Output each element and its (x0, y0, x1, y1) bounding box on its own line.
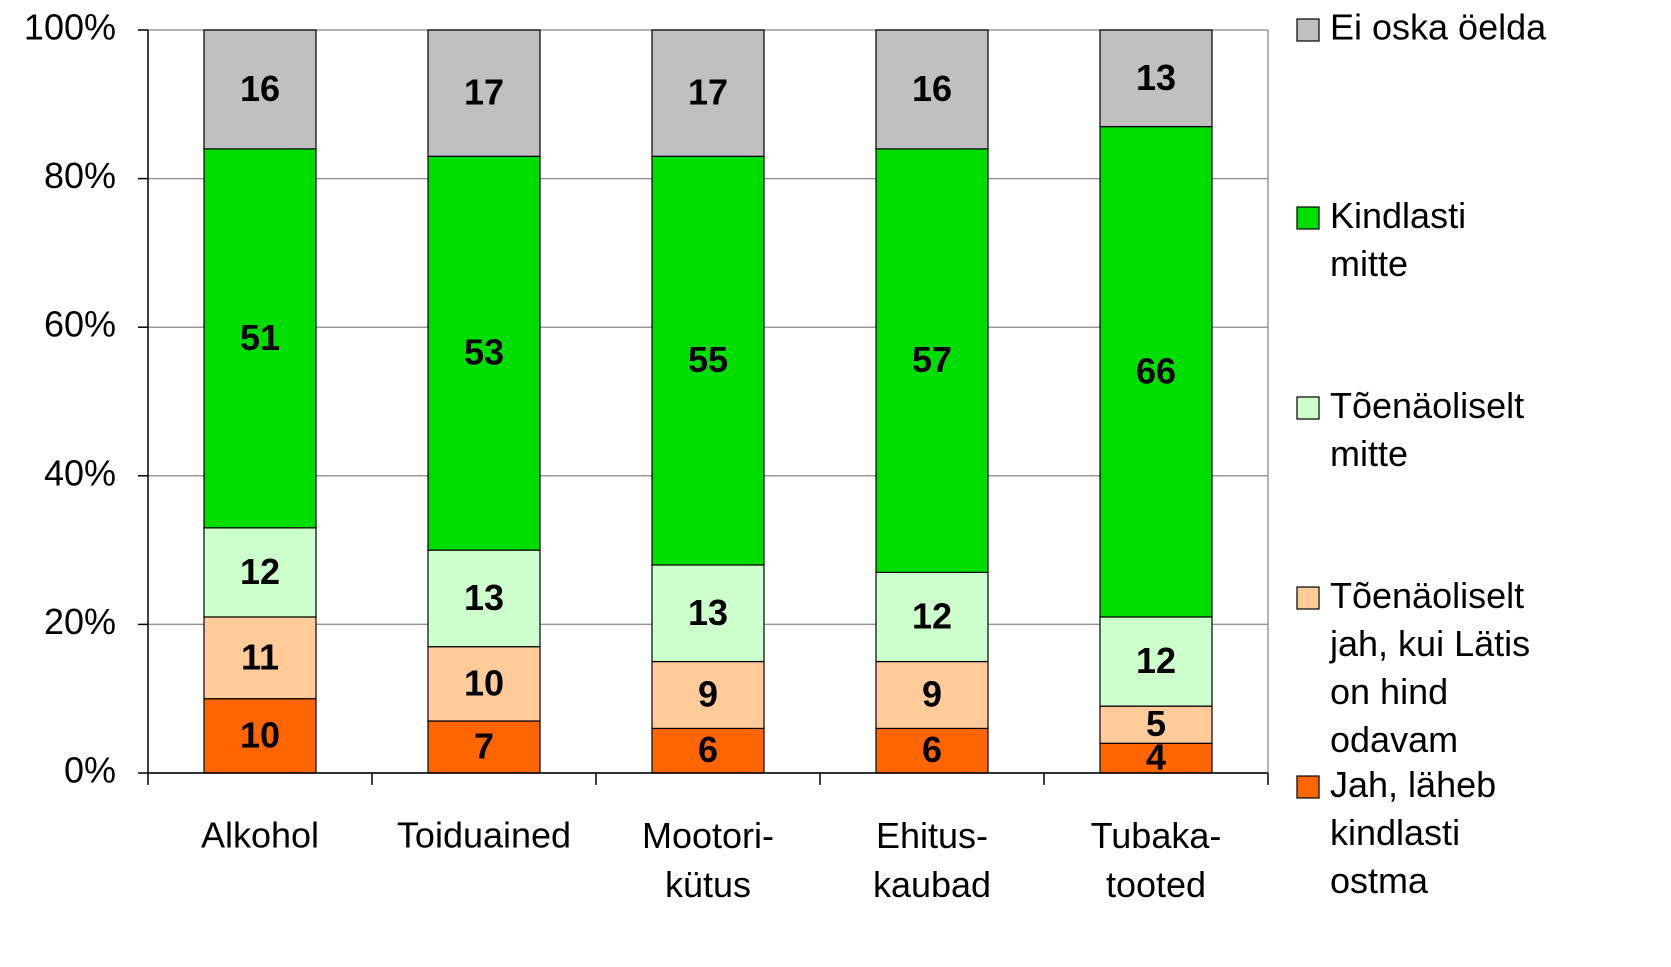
data-label: 4 (1146, 737, 1166, 778)
data-label: 55 (688, 339, 728, 380)
data-label: 13 (464, 577, 504, 618)
data-label: 16 (240, 68, 280, 109)
data-label: 6 (922, 729, 942, 770)
data-label: 51 (240, 317, 280, 358)
legend-label: Jah, läheb kindlasti ostma (1330, 764, 1496, 901)
legend-label: Tõenäoliselt mitte (1330, 385, 1524, 474)
data-label: 13 (1136, 57, 1176, 98)
data-label: 9 (698, 674, 718, 715)
bar-segment (1099, 125, 1213, 618)
bar-segment (651, 660, 765, 730)
data-label: 5 (1146, 703, 1166, 744)
bar-segment (427, 29, 541, 157)
data-label: 16 (912, 68, 952, 109)
y-tick-label: 100% (24, 7, 116, 48)
bar-segment (427, 549, 541, 648)
legend-swatch (1296, 396, 1320, 420)
x-tick-label: Alkohol (201, 815, 319, 856)
bar-segment (203, 698, 317, 774)
bar-segment (1099, 616, 1213, 707)
data-label: 11 (241, 636, 279, 677)
bar-segment (875, 148, 989, 573)
data-label: 17 (688, 72, 728, 113)
data-label: 53 (464, 332, 504, 373)
bar-segment (651, 727, 765, 774)
legend-label: Ei oska öelda (1330, 7, 1547, 48)
data-label: 12 (1136, 640, 1176, 681)
data-label: 17 (464, 72, 504, 113)
bar-segment (875, 571, 989, 663)
bar-segment (1099, 705, 1213, 744)
legend-swatch (1296, 775, 1320, 799)
legend-label: Kindlasti mitte (1330, 195, 1466, 284)
bar-segment (875, 660, 989, 730)
y-tick-label: 20% (44, 601, 116, 642)
bar-segment (203, 527, 317, 618)
data-label: 12 (912, 595, 952, 636)
y-tick-label: 80% (44, 155, 116, 196)
data-label: 7 (474, 726, 494, 767)
x-tick-label: Ehitus-kaubad (873, 815, 991, 905)
data-label: 10 (464, 662, 504, 703)
data-label: 66 (1136, 350, 1176, 391)
x-tick-label: Tubaka-tooted (1091, 815, 1222, 905)
legend-swatch (1296, 18, 1320, 42)
bar-segment (651, 155, 765, 566)
legend-label: Tõenäoliselt jah, kui Lätis on hind odavam (1329, 575, 1530, 760)
bar-segment (875, 29, 989, 150)
data-label: 10 (240, 714, 280, 755)
y-tick-label: 60% (44, 304, 116, 345)
bar-segment (651, 564, 765, 663)
data-label: 13 (688, 592, 728, 633)
data-label: 6 (698, 729, 718, 770)
bar-segment (203, 29, 317, 150)
data-label: 9 (922, 674, 942, 715)
data-label: 57 (912, 339, 952, 380)
bar-segment (427, 155, 541, 551)
legend-swatch (1296, 586, 1320, 610)
data-label: 12 (240, 551, 280, 592)
x-tick-label: Toiduained (397, 815, 571, 856)
y-tick-label: 0% (64, 750, 116, 791)
bar-segment (203, 616, 317, 700)
bar-segment (427, 646, 541, 722)
y-tick-label: 40% (44, 452, 116, 493)
bar-segment (1099, 29, 1213, 128)
bar-segment (651, 29, 765, 157)
x-tick-label: Mootori-kütus (642, 815, 774, 905)
bar-segment (203, 148, 317, 529)
legend-swatch (1296, 206, 1320, 230)
